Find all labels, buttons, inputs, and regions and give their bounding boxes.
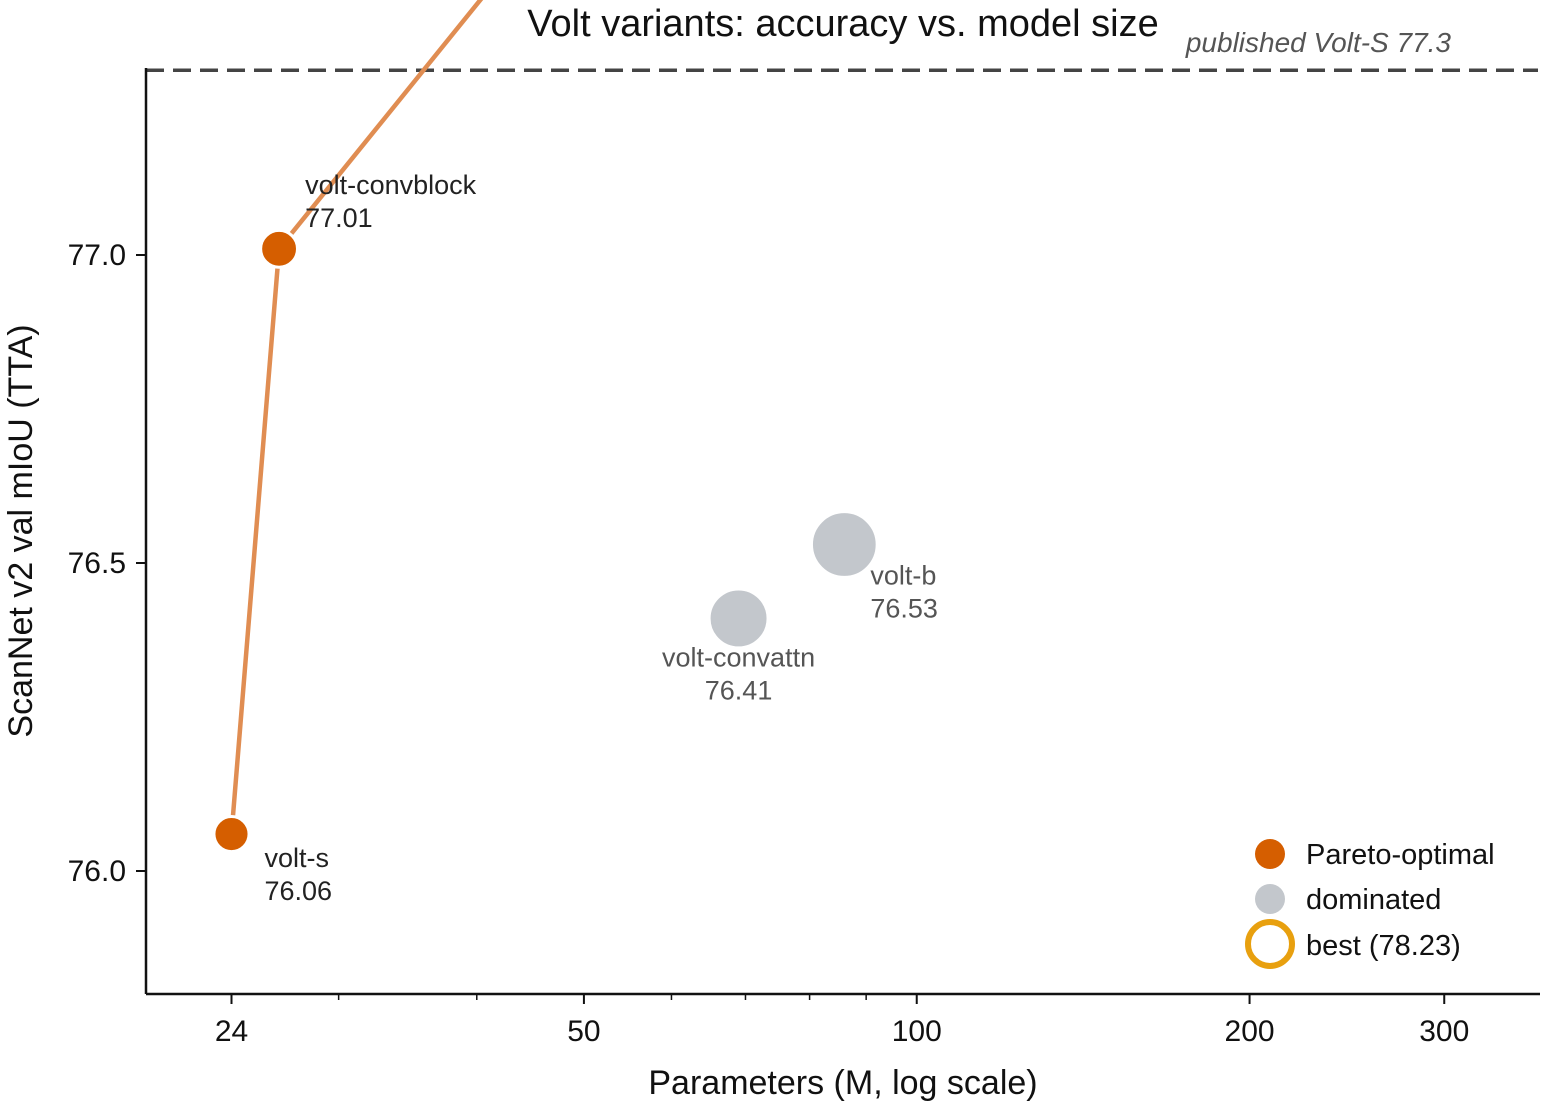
point-value-label: 76.41 bbox=[705, 675, 773, 705]
point-volt-s bbox=[212, 814, 251, 854]
x-tick-label: 50 bbox=[567, 1015, 600, 1048]
point-value-label: 77.01 bbox=[305, 203, 373, 233]
x-tick-label: 24 bbox=[215, 1015, 248, 1048]
point-name-label: volt-b bbox=[870, 561, 936, 591]
legend-marker-pareto bbox=[1255, 839, 1285, 869]
point-volt-convattn bbox=[707, 587, 770, 650]
legend-label-dominated: dominated bbox=[1306, 884, 1441, 916]
point-value-label: 76.06 bbox=[265, 876, 333, 906]
x-tick-label: 300 bbox=[1419, 1015, 1469, 1048]
point-name-label: volt-convattn bbox=[662, 642, 815, 672]
point-name-label: volt-convblock bbox=[305, 170, 477, 200]
point-value-label: 76.53 bbox=[870, 594, 938, 624]
point-volt-convblock bbox=[259, 228, 299, 269]
legend-marker-best bbox=[1245, 919, 1295, 969]
pareto-front-line bbox=[229, 0, 484, 835]
legend-marker-dominated bbox=[1255, 884, 1285, 914]
chart-title: Volt variants: accuracy vs. model size bbox=[527, 3, 1158, 45]
legend: Pareto-optimal dominated best (78.23) bbox=[1245, 839, 1495, 969]
legend-label-best: best (78.23) bbox=[1306, 930, 1461, 962]
point-volt-b bbox=[809, 510, 879, 579]
x-tick-label: 200 bbox=[1225, 1015, 1275, 1048]
x-tick-label: 100 bbox=[892, 1015, 942, 1048]
point-name-label: volt-s bbox=[265, 843, 330, 873]
y-axis-title: ScanNet v2 val mIoU (TTA) bbox=[2, 324, 40, 737]
reference-line-label: published Volt-S 77.3 bbox=[1185, 27, 1452, 58]
y-tick-label: 77.0 bbox=[68, 239, 126, 272]
legend-label-pareto: Pareto-optimal bbox=[1306, 839, 1495, 871]
x-axis-title: Parameters (M, log scale) bbox=[648, 1064, 1037, 1102]
y-tick-label: 76.5 bbox=[68, 547, 126, 580]
y-tick-label: 76.0 bbox=[68, 855, 126, 888]
